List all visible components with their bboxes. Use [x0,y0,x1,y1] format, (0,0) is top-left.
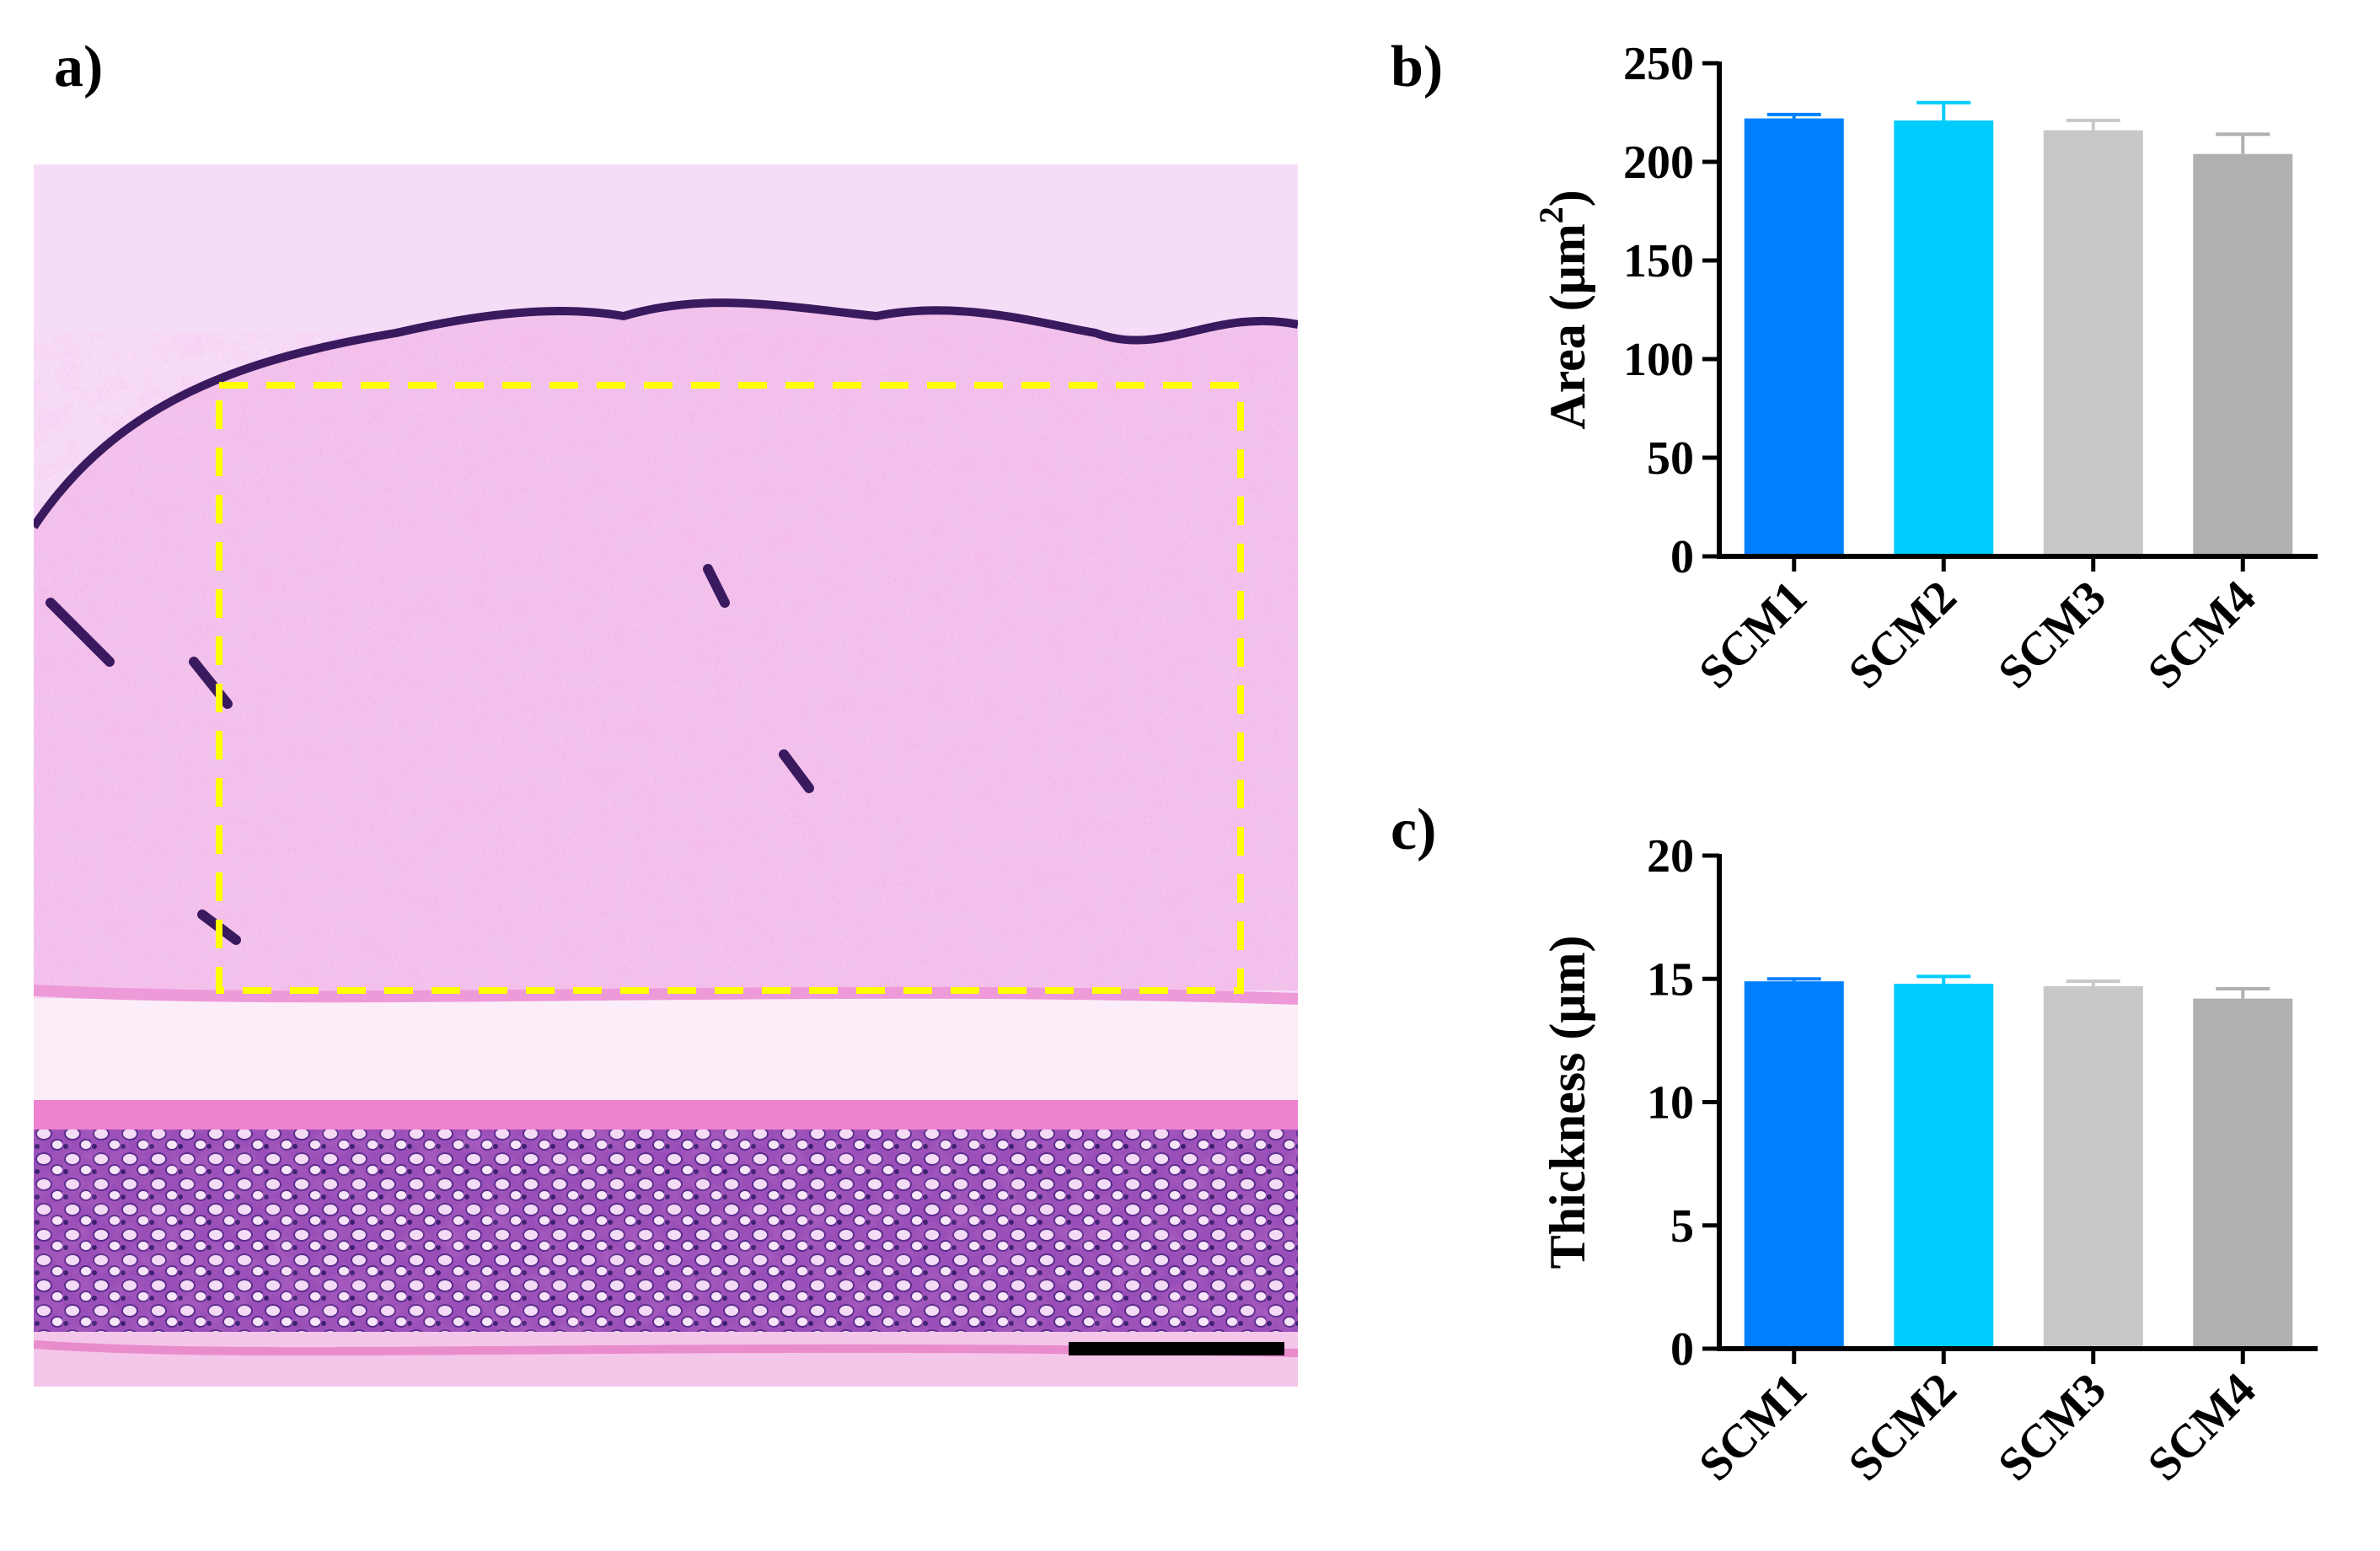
bar-scm3 [2043,130,2143,556]
y-tick-label: 20 [1647,830,1694,883]
x-tick-label: SCM4 [2138,571,2266,699]
x-tick-label: SCM3 [1988,571,2116,699]
x-tick-label: SCM2 [1839,1363,1967,1491]
y-tick-label: 50 [1647,432,1694,485]
panel-label-b: b) [1391,35,1444,99]
y-tick-label: 100 [1623,334,1694,386]
x-tick-label: SCM4 [2138,1363,2266,1491]
y-tick-label: 200 [1623,137,1694,189]
y-axis-label-text: Thickness (μm) [1540,936,1595,1269]
y-tick-label: 250 [1623,38,1694,90]
scale-bar [1069,1342,1284,1355]
region-of-interest-box [216,382,1244,994]
y-tick-label: 0 [1670,1323,1694,1376]
bar-scm1 [1744,981,1844,1349]
panel-label-a: a) [54,35,104,99]
y-tick-label: 15 [1647,953,1694,1006]
bar-scm4 [2193,153,2293,556]
thickness-bar-chart: SCM1 SCM2 SCM3 SCM4 0 5 10 15 20 Thickness (μm) [1540,830,2318,1491]
y-tick-label: 10 [1647,1077,1694,1130]
y-axis-label: Area (μm2) [1532,190,1595,429]
y-tick-label: 0 [1670,531,1694,583]
x-tick-label: SCM1 [1689,571,1817,699]
bar-scm3 [2043,986,2143,1349]
area-bar-chart: SCM1 SCM2 SCM3 SCM4 0 50 100 150 200 250 Area (μm2… [1532,38,2318,699]
histology-micrograph [34,164,1298,1387]
bar-scm2 [1894,984,1994,1349]
x-tick-label: SCM2 [1839,571,1967,699]
y-axis-label-end: ) [1540,190,1595,207]
panel-label-c: c) [1391,797,1437,862]
y-tick-label: 5 [1670,1200,1694,1253]
x-tick-label: SCM1 [1689,1363,1817,1491]
y-tick-label: 150 [1623,235,1694,287]
bar-scm2 [1894,120,1994,557]
bar-scm1 [1744,118,1844,556]
y-axis-label: Thickness (μm) [1540,936,1595,1269]
x-tick-label: SCM3 [1988,1363,2116,1491]
y-axis-label-text: Area (μm [1540,223,1595,429]
bar-scm4 [2193,998,2293,1349]
y-axis-label-superscript: 2 [1532,207,1570,223]
